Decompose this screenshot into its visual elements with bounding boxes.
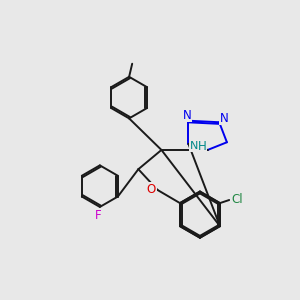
Text: N: N (182, 109, 191, 122)
Text: N: N (182, 109, 191, 122)
Text: F: F (95, 209, 102, 222)
Text: Cl: Cl (231, 192, 243, 205)
Text: O: O (146, 184, 155, 196)
Text: N: N (219, 112, 228, 125)
Text: N: N (219, 112, 228, 125)
Text: O: O (147, 183, 156, 196)
Text: N: N (190, 141, 198, 151)
Text: F: F (95, 209, 102, 222)
Text: H: H (198, 140, 207, 153)
Text: Cl: Cl (231, 193, 243, 206)
